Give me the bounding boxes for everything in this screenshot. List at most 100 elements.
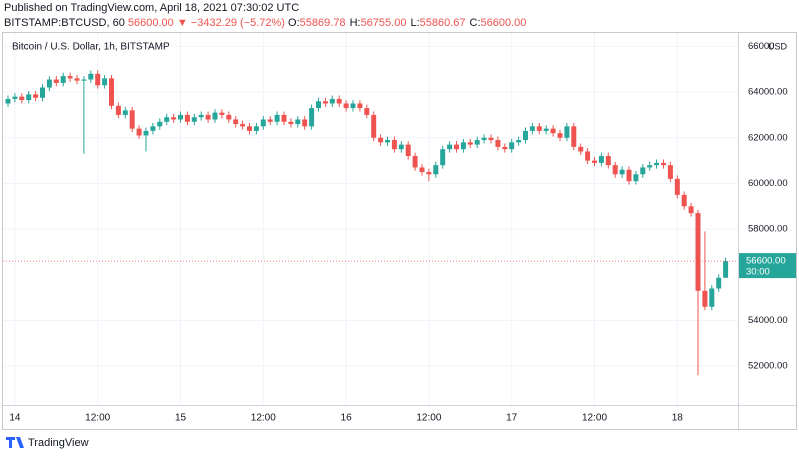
y-tick-label: 60000.00 [748,178,788,189]
ohlc-value: 55869.78 [299,17,346,29]
countdown: 30:00 [746,267,770,278]
candle-body [716,277,722,289]
candle-body [143,130,149,136]
candle-body [516,140,522,143]
y-tick-label: 66000 [748,41,774,52]
candle-body [329,98,335,104]
candle-body [357,103,363,109]
y-tick-label: 54000.00 [748,315,788,326]
candle-body [288,121,294,125]
candle-body [454,144,459,150]
candle-body [474,140,480,145]
candle-body [191,117,197,122]
y-tick-label: 64000.00 [748,87,788,98]
x-tick-label: 15 [175,413,187,424]
candle-body [260,119,266,127]
candle-body [198,114,204,118]
candle-body [709,288,715,307]
candle-body [481,137,487,141]
candle-body [33,94,39,98]
candle-body [95,73,101,86]
candle-body [529,126,535,131]
candle-body [578,146,584,152]
candle-body [391,140,397,150]
candle-body [295,119,301,125]
candle-body [233,119,239,125]
candle-body [322,101,328,104]
candle-body [467,142,473,145]
candle-body [122,110,128,115]
candle-body [536,126,542,131]
candle-body [115,105,121,115]
price: 56600.00 [127,17,174,29]
candle-body [178,114,183,120]
candle-body [336,98,342,104]
published-line: Published on TradingView.com, April 18, … [4,2,300,14]
y-tick-label: 52000.00 [748,361,788,372]
candle-body [612,165,618,175]
candle-body [681,194,687,207]
candle-body [661,162,666,166]
candle-body [592,160,597,163]
candle-body [647,165,653,168]
candle-body [688,206,694,214]
candle-body [398,144,404,150]
candle-body [316,101,321,109]
ohlc-value: 56755.00 [360,17,407,29]
candle-body [405,144,411,157]
candle-body [378,137,384,143]
candle-body [240,124,246,127]
candle-body [309,108,315,127]
brand-logo: TradingView [6,437,89,449]
labels: 52000.00 54000.00 58000.00 60000.00 62000.00… [9,41,796,424]
candle-body [523,130,528,141]
candle-body [426,172,432,175]
candle-body [267,119,273,122]
chart-frame [2,32,797,430]
candle-body [654,162,660,166]
last-price-box [739,253,796,279]
grid [3,33,738,405]
change: ▼ −3432.29 (−5.72%) [176,17,285,29]
candle-body [274,114,280,122]
candle-body [667,165,673,179]
candle-body [281,114,287,122]
candle-body [184,114,190,122]
candle-body [695,213,701,291]
candle-body [550,128,556,134]
candle-body [543,128,549,131]
candle-body [364,108,370,115]
candle-body [371,114,377,138]
y-tick-label: 58000.00 [748,224,788,235]
candle-body [495,140,501,147]
candle-body [171,117,177,120]
y-tick-label: 62000.00 [748,132,788,143]
candle-body [88,73,94,80]
candle-body [723,261,729,278]
candle-body [619,169,625,175]
candle-body [674,178,680,195]
candle-body [12,96,18,99]
x-tick-label: 12:00 [582,413,607,424]
candle-body [219,112,225,115]
candle-body [129,110,135,129]
candle-body [419,167,425,173]
candle-body [5,98,11,104]
candle-body [585,151,591,161]
candles [3,70,738,376]
x-tick-label: 12:00 [416,413,441,424]
candle-body [343,103,349,109]
candle-body [440,149,446,166]
ohlc-value: 55860.67 [419,17,466,29]
last-price-label: 56600.00 [746,256,786,267]
candle-body [626,169,632,182]
ohlc-key: O: [288,17,300,29]
symbol: BITSTAMP:BTCUSD, 60 [4,17,125,29]
x-tick-label: 12:00 [251,413,276,424]
x-tick-label: 16 [341,413,353,424]
brand: TradingView [28,437,89,449]
candle-body [150,126,156,131]
candle-body [488,137,494,141]
candle-body [302,119,308,127]
